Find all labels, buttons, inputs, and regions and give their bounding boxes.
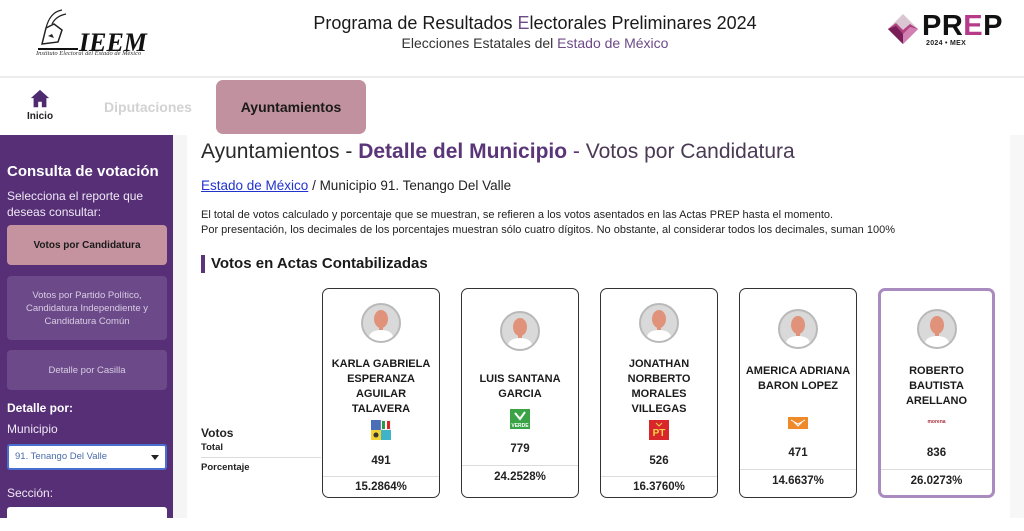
municipio-select-value: 91. Tenango Del Valle (15, 451, 108, 462)
section-title: Votos en Actas Contabilizadas (211, 255, 428, 272)
sidebar-description: Selecciona el reporte que deseas consult… (7, 189, 144, 219)
report-label: Detalle por Casilla (48, 364, 126, 376)
program-subtitle: Elecciones Estatales del Estado de Méxic… (401, 35, 669, 51)
main-gutter-right (1010, 135, 1024, 518)
tab-diputaciones[interactable]: Diputaciones (104, 99, 192, 115)
candidate-avatar-icon (500, 311, 540, 351)
ieem-logo[interactable]: IEEM Instituto Electoral del Estado de M… (36, 6, 148, 57)
main-nav: Inicio Diputaciones Ayuntamientos (0, 80, 1024, 135)
candidate-name: LUIS SANTANA GARCIA (479, 373, 561, 400)
page-header-titles: Programa de Resultados Electorales Preli… (250, 12, 820, 52)
candidate-avatar-icon (361, 303, 401, 343)
candidate-card: JONATHAN NORBERTO MORALES VILLEGAS PT 52… (600, 288, 718, 498)
candidate-card-leading: ROBERTO BAUTISTA ARELLANO morena 836 26.… (878, 288, 995, 498)
candidate-percent: 14.6637% (772, 475, 824, 487)
main-gutter-left (173, 135, 187, 518)
report-detalle-casilla-button[interactable]: Detalle por Casilla (7, 350, 167, 390)
report-label: Votos por Partido Político, Candidatura … (25, 289, 148, 327)
note-line-1: El total de votos calculado y porcentaje… (201, 209, 834, 221)
svg-text:PT: PT (653, 428, 666, 439)
ieem-subtitle: Instituto Electoral del Estado de México (36, 50, 142, 57)
disclaimer-note: El total de votos calculado y porcentaje… (201, 208, 895, 238)
prep-diamond-icon (888, 14, 918, 44)
svg-text:VERDE: VERDE (511, 423, 529, 429)
candidate-name: KARLA GABRIELA ESPERANZA AGUILAR TALAVER… (331, 358, 431, 415)
nav-home[interactable]: Inicio (18, 88, 62, 132)
home-icon (30, 89, 50, 108)
note-line-2: Por presentación, los decimales de los p… (201, 224, 895, 236)
candidate-votes: 471 (788, 447, 808, 459)
card-divider (323, 476, 439, 477)
candidate-card: LUIS SANTANA GARCIA VERDE 779 24.2528% (461, 288, 579, 498)
ieem-wordmark: IEEM (79, 28, 147, 57)
breadcrumb-current: / Municipio 91. Tenango Del Valle (308, 178, 512, 193)
municipio-label: Municipio (7, 422, 58, 436)
candidate-card: KARLA GABRIELA ESPERANZA AGUILAR TALAVER… (322, 288, 440, 498)
card-divider (740, 469, 856, 470)
card-divider (462, 465, 578, 466)
candidate-percent: 24.2528% (494, 471, 546, 483)
candidate-votes: 779 (510, 443, 530, 455)
caret-down-icon (151, 455, 159, 460)
candidate-name: JONATHAN NORBERTO MORALES VILLEGAS (627, 358, 691, 415)
card-divider (881, 469, 992, 470)
sidebar-title: Consulta de votación (7, 163, 159, 180)
tab-ayuntamientos[interactable]: Ayuntamientos (216, 80, 366, 134)
votos-row-label: Votos (201, 426, 234, 440)
pt-party-logo-icon: PT (649, 420, 669, 440)
section-accent-bar (201, 255, 205, 273)
total-row-label: Total (201, 442, 223, 453)
candidate-card: AMERICA ADRIANA BARON LOPEZ 471 14.6637% (739, 288, 857, 498)
prep-subtitle: 2024 • MEX (926, 40, 967, 47)
report-votos-partido-button[interactable]: Votos por Partido Político, Candidatura … (7, 276, 167, 340)
ballot-hand-icon (41, 9, 67, 45)
breadcrumb-link-estado[interactable]: Estado de México (201, 178, 309, 193)
report-label: Votos por Candidatura (33, 239, 141, 251)
breadcrumb: Estado de México / Municipio 91. Tenango… (201, 178, 511, 193)
header: IEEM Instituto Electoral del Estado de M… (0, 0, 1024, 78)
prep-logo[interactable]: PREP 2024 • MEX (886, 10, 1006, 50)
candidate-votes: 526 (649, 455, 669, 467)
porcentaje-row-label: Porcentaje (201, 462, 250, 473)
candidate-percent: 16.3760% (633, 481, 685, 493)
movimiento-ciudadano-logo-icon (788, 417, 808, 429)
detail-by-label: Detalle por: (7, 401, 74, 415)
coalition-party-logos-icon (371, 420, 391, 440)
verde-party-logo-icon: VERDE (510, 409, 530, 429)
home-label: Inicio (26, 111, 54, 122)
morena-party-logo-icon: morena (927, 419, 946, 425)
candidate-votes: 836 (926, 447, 947, 459)
row-divider (201, 457, 321, 458)
sidebar: Consulta de votación Selecciona el repor… (0, 135, 173, 531)
candidate-percent: 26.0273% (910, 475, 963, 487)
candidate-votes: 491 (371, 455, 391, 467)
candidate-avatar-icon (778, 309, 818, 349)
page-title: Ayuntamientos - Detalle del Municipio - … (201, 140, 795, 163)
candidate-avatar-icon (916, 309, 957, 349)
card-divider (601, 476, 717, 477)
candidate-name: AMERICA ADRIANA BARON LOPEZ (745, 365, 851, 392)
candidate-percent: 15.2864% (355, 481, 407, 493)
seccion-select[interactable] (7, 507, 167, 531)
program-title: Programa de Resultados Electorales Preli… (313, 13, 757, 33)
municipio-select[interactable]: 91. Tenango Del Valle (7, 444, 167, 470)
logo-underline (38, 48, 78, 50)
candidate-avatar-icon (639, 303, 679, 343)
candidate-name: ROBERTO BAUTISTA ARELLANO (905, 365, 968, 407)
seccion-label: Sección: (7, 486, 54, 500)
report-votos-candidatura-button[interactable]: Votos por Candidatura (7, 225, 167, 265)
prep-wordmark: PREP (922, 10, 1003, 42)
